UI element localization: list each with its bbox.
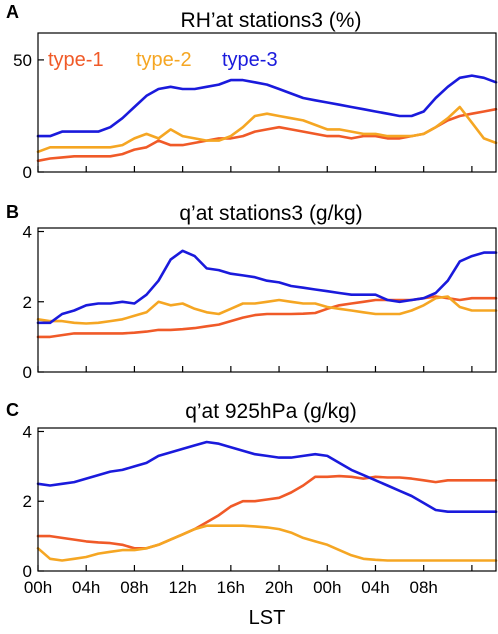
chart-title: q’at 925hPa (g/kg) xyxy=(185,400,357,423)
plot-frame xyxy=(37,32,497,173)
y-tick-label: 0 xyxy=(23,163,32,182)
y-tick-label: 4 xyxy=(23,422,32,441)
x-tick-label: 08h xyxy=(409,578,437,597)
chart-title: RH’at stations3 (%) xyxy=(181,9,362,32)
x-tick-label: 00h xyxy=(313,578,341,597)
x-tick-label: 20h xyxy=(265,578,293,597)
series-line-type-1 xyxy=(36,474,498,550)
x-tick-label: 12h xyxy=(168,578,196,597)
series-line-type-2 xyxy=(36,105,498,154)
legend-entry-type-2: type-2 xyxy=(136,49,192,71)
x-axis-label: LST xyxy=(249,607,286,629)
series-line-type-3 xyxy=(36,249,498,325)
panel-letter: A xyxy=(6,2,19,22)
plot-frame xyxy=(37,427,497,572)
x-tick-label: 08h xyxy=(120,578,148,597)
y-tick-label: 50 xyxy=(13,51,32,70)
y-tick-label: 2 xyxy=(23,293,32,312)
panel-letter: C xyxy=(6,400,19,420)
panel-letter: B xyxy=(6,202,19,222)
series-line-type-2 xyxy=(36,524,498,562)
legend-entry-type-3: type-3 xyxy=(222,49,278,71)
legend-entry-type-1: type-1 xyxy=(48,49,104,71)
panel-A: A RH’at stations3 (%) 0 50 xyxy=(6,2,498,182)
series-line-type-3 xyxy=(36,440,498,514)
x-tick-label: 00h xyxy=(24,578,52,597)
x-tick-label: 16h xyxy=(217,578,245,597)
series-line-type-3 xyxy=(36,74,498,138)
series-line-type-2 xyxy=(36,295,498,325)
y-tick-label: 2 xyxy=(23,492,32,511)
y-tick-label: 4 xyxy=(23,223,32,242)
x-tick-label: 04h xyxy=(72,578,100,597)
y-tick-label: 0 xyxy=(23,562,32,581)
series-line-type-1 xyxy=(36,107,498,163)
chart-title: q’at stations3 (g/kg) xyxy=(179,202,362,225)
y-tick-label: 0 xyxy=(23,363,32,382)
plot-frame xyxy=(37,227,497,373)
x-tick-label: 04h xyxy=(361,578,389,597)
